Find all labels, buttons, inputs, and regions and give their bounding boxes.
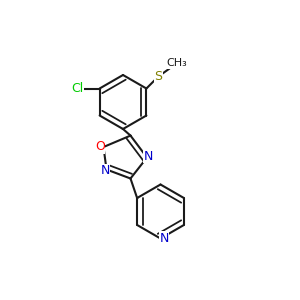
Text: CH₃: CH₃ [166, 58, 187, 68]
Text: O: O [95, 140, 105, 154]
Text: N: N [100, 164, 110, 178]
Text: Cl: Cl [71, 82, 83, 95]
Text: N: N [159, 232, 169, 245]
Text: N: N [144, 149, 153, 163]
Text: S: S [154, 70, 162, 83]
